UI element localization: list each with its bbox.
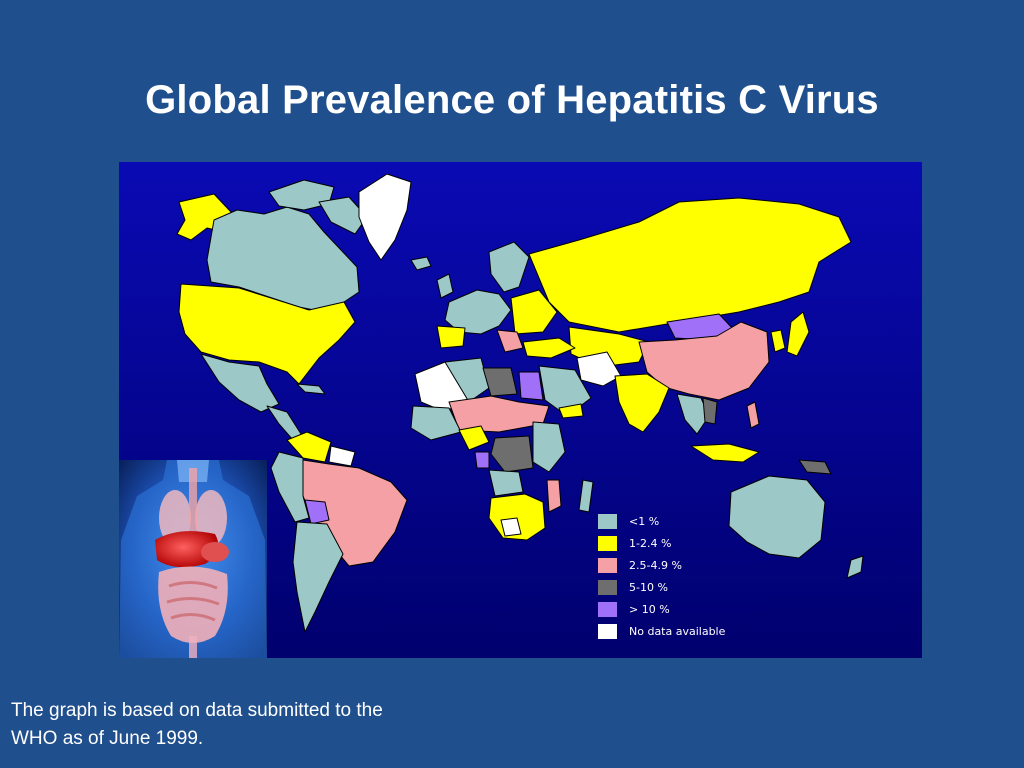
caption-line: WHO as of June 1999. (11, 728, 204, 749)
region-venezuela (286, 431, 332, 463)
legend-label: 5-10 % (629, 580, 668, 594)
region-indochina (676, 393, 710, 435)
region-central-africa (490, 435, 534, 473)
legend-item: > 10 % (598, 598, 758, 620)
legend-label: No data available (629, 624, 726, 638)
region-guianas (328, 445, 356, 467)
region-baffin (318, 196, 368, 235)
legend-label: 1-2.4 % (629, 536, 672, 550)
legend-item: <1 % (598, 510, 758, 532)
region-iceland (410, 256, 432, 271)
legend-swatch (598, 557, 617, 573)
legend-item: 1-2.4 % (598, 532, 758, 554)
map-legend: <1 % 1-2.4 % 2.5-4.9 % 5-10 % > 10 % No … (598, 510, 758, 642)
legend-swatch (598, 513, 617, 529)
legend-label: > 10 % (629, 602, 670, 616)
legend-swatch (598, 535, 617, 551)
region-turkey (522, 337, 576, 359)
legend-label: 2.5-4.9 % (629, 558, 682, 572)
region-egypt (518, 371, 544, 401)
region-peru (270, 451, 310, 523)
region-japan (786, 311, 810, 357)
region-indonesia (690, 443, 760, 463)
region-western-europe (444, 289, 512, 335)
legend-swatch (598, 623, 617, 639)
legend-swatch (598, 579, 617, 595)
region-cameroon (474, 451, 490, 469)
region-iran (576, 351, 622, 387)
source-caption: The graph is based on data submitted to … (11, 697, 511, 753)
anatomy-illustration (119, 460, 267, 658)
region-mexico (200, 353, 280, 413)
region-bolivia (304, 499, 330, 525)
caption-line: The graph is based on data submitted to … (11, 700, 383, 721)
region-eastern-europe (510, 289, 558, 335)
region-libya (482, 367, 518, 397)
region-congo (488, 469, 524, 497)
region-caribbean (296, 383, 326, 395)
region-west-africa (410, 405, 462, 441)
region-argentina (292, 521, 344, 633)
legend-item: 2.5-4.9 % (598, 554, 758, 576)
region-canada (206, 206, 360, 313)
legend-label: <1 % (629, 514, 660, 528)
region-east-africa (532, 421, 566, 473)
region-philippines (746, 401, 760, 429)
region-vietnam (702, 397, 718, 425)
region-mozambique (546, 479, 562, 513)
region-australia (728, 475, 826, 559)
region-yemen (558, 403, 584, 419)
region-korea (770, 329, 786, 353)
region-new-guinea (798, 459, 832, 475)
legend-item: 5-10 % (598, 576, 758, 598)
region-nigeria (458, 425, 490, 451)
legend-item: No data available (598, 620, 758, 642)
region-new-zealand (846, 555, 864, 579)
region-madagascar (578, 479, 594, 513)
region-usa (178, 283, 356, 385)
region-india (614, 373, 670, 433)
legend-swatch (598, 601, 617, 617)
anatomy-inset-image (119, 460, 267, 658)
region-south-africa-east (500, 517, 522, 537)
region-greenland (358, 173, 412, 261)
region-balkans (496, 329, 524, 353)
slide-title: Global Prevalence of Hepatitis C Virus (145, 78, 879, 122)
region-scandinavia (488, 241, 530, 293)
region-russia (528, 197, 852, 333)
region-uk (436, 273, 454, 299)
region-spain (436, 325, 466, 349)
